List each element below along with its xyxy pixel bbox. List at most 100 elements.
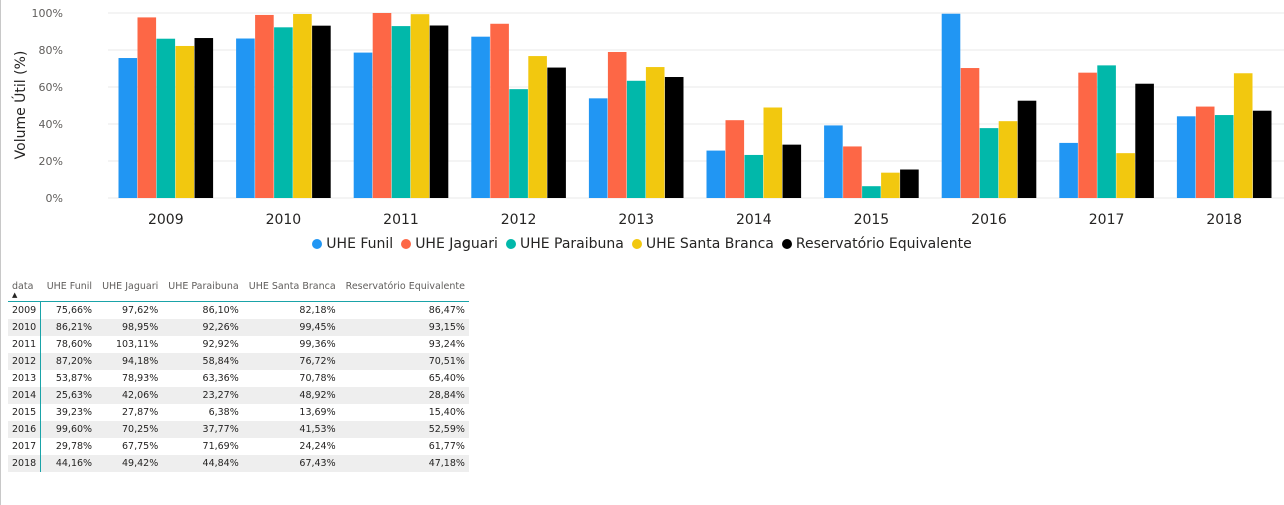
column-header[interactable]: data ▲ bbox=[8, 281, 41, 302]
bar-2015-uhe-funil[interactable] bbox=[824, 125, 843, 198]
column-header[interactable]: UHE Funil bbox=[40, 281, 97, 302]
legend-label: UHE Funil bbox=[326, 236, 394, 252]
table-cell: 2014 bbox=[8, 387, 42, 404]
y-axis-label: Volume Útil (%) bbox=[11, 51, 29, 160]
x-axis-ticks: 2009 2010 2011 2012 2013 2014 2015 2016 2017 2018 bbox=[148, 212, 1242, 228]
bar-2014-uhe-jaguari[interactable] bbox=[725, 120, 745, 198]
bar-2015-uhe-paraibuna[interactable] bbox=[862, 186, 881, 198]
bar-2010-reservat-rio-equivalente[interactable] bbox=[312, 25, 331, 198]
bar-2012-uhe-santa-branca[interactable] bbox=[528, 56, 547, 199]
bar-2018-uhe-funil[interactable] bbox=[1176, 116, 1196, 198]
table-cell: 78,93% bbox=[122, 373, 159, 384]
y-tick-label: 80% bbox=[39, 44, 63, 57]
table-cell: 29,78% bbox=[55, 441, 93, 452]
column-header-label: UHE Funil bbox=[46, 281, 93, 292]
legend-item[interactable]: UHE Jaguari bbox=[401, 236, 498, 252]
bar-2009-uhe-paraibuna[interactable] bbox=[156, 38, 176, 199]
bar-2014-uhe-paraibuna[interactable] bbox=[744, 154, 764, 198]
table-cell: 70,25% bbox=[96, 421, 163, 438]
table-cell: 13,69% bbox=[299, 407, 336, 418]
table-cell: 87,20% bbox=[40, 353, 97, 370]
bar-2017-uhe-paraibuna[interactable] bbox=[1097, 65, 1116, 198]
bar-2016-uhe-paraibuna[interactable] bbox=[979, 128, 999, 198]
bar-2018-reservat-rio-equivalente[interactable] bbox=[1252, 110, 1272, 198]
column-header-label: UHE Jaguari bbox=[102, 281, 159, 292]
bar-2015-uhe-santa-branca[interactable] bbox=[881, 172, 900, 198]
column-header[interactable]: UHE Paraibuna bbox=[162, 281, 243, 302]
bar-2016-uhe-santa-branca[interactable] bbox=[998, 121, 1018, 198]
bar-2009-uhe-funil[interactable] bbox=[118, 58, 138, 199]
bar-2014-uhe-santa-branca[interactable] bbox=[763, 107, 783, 198]
table-cell: 27,87% bbox=[122, 407, 159, 418]
column-header[interactable]: UHE Jaguari bbox=[96, 281, 163, 302]
bar-2016-uhe-jaguari[interactable] bbox=[960, 68, 980, 198]
table-cell: 53,87% bbox=[55, 373, 93, 384]
bar-2010-uhe-santa-branca[interactable] bbox=[293, 14, 312, 198]
bar-2011-uhe-funil[interactable] bbox=[353, 52, 373, 199]
legend-item[interactable]: UHE Paraibuna bbox=[505, 236, 624, 252]
bar-2013-reservat-rio-equivalente[interactable] bbox=[664, 77, 684, 198]
bar-2017-uhe-santa-branca[interactable] bbox=[1116, 153, 1135, 198]
legend-item[interactable]: UHE Santa Branca bbox=[631, 236, 774, 252]
table-header-row: data ▲ UHE Funil UHE Jaguari UHE Paraibuna UH… bbox=[8, 281, 469, 302]
table-cell: 92,26% bbox=[162, 319, 243, 336]
bar-2018-uhe-paraibuna[interactable] bbox=[1214, 115, 1234, 198]
table-cell: 49,42% bbox=[96, 455, 163, 472]
table-cell: 76,72% bbox=[242, 353, 340, 370]
table-cell: 86,10% bbox=[202, 305, 239, 316]
table-cell: 93,24% bbox=[428, 339, 465, 350]
bar-2016-reservat-rio-equivalente[interactable] bbox=[1017, 100, 1037, 198]
bar-2011-uhe-santa-branca[interactable] bbox=[410, 14, 430, 198]
bar-2013-uhe-funil[interactable] bbox=[588, 98, 608, 198]
bar-2015-uhe-jaguari[interactable] bbox=[843, 146, 862, 198]
table-cell: 41,53% bbox=[242, 421, 340, 438]
bar-2011-reservat-rio-equivalente[interactable] bbox=[429, 25, 449, 199]
legend-label: UHE Santa Branca bbox=[645, 236, 774, 252]
x-tick-label: 2010 bbox=[266, 212, 302, 228]
bar-2012-reservat-rio-equivalente[interactable] bbox=[547, 67, 566, 198]
legend-item[interactable]: UHE Funil bbox=[312, 236, 393, 252]
bar-2011-uhe-jaguari[interactable] bbox=[372, 13, 392, 198]
table-cell: 2017 bbox=[8, 438, 42, 455]
table-row: 2018 44,16% 49,42% 44,84% 67,43% 47,18% bbox=[8, 455, 469, 472]
bar-2010-uhe-paraibuna[interactable] bbox=[274, 27, 293, 198]
column-header[interactable]: UHE Santa Branca bbox=[242, 281, 340, 302]
bar-2012-uhe-paraibuna[interactable] bbox=[509, 89, 528, 198]
table-cell: 2011 bbox=[8, 336, 42, 353]
bar-2010-uhe-jaguari[interactable] bbox=[255, 14, 274, 198]
sort-ascending-icon[interactable]: ▲ bbox=[12, 291, 18, 299]
bar-2009-uhe-santa-branca[interactable] bbox=[175, 45, 195, 199]
table-cell: 97,62% bbox=[122, 305, 159, 316]
bar-2014-reservat-rio-equivalente[interactable] bbox=[782, 144, 802, 198]
bar-2012-uhe-funil[interactable] bbox=[471, 36, 490, 199]
bar-2009-reservat-rio-equivalente[interactable] bbox=[194, 38, 214, 198]
y-tick-label: 100% bbox=[32, 7, 63, 20]
legend-item[interactable]: Reservatório Equivalente bbox=[781, 236, 972, 252]
table-cell: 94,18% bbox=[96, 353, 163, 370]
x-tick-label: 2018 bbox=[1206, 212, 1242, 228]
legend-marker bbox=[781, 239, 792, 249]
bar-2016-uhe-funil[interactable] bbox=[941, 13, 961, 198]
table-cell: 99,45% bbox=[242, 319, 340, 336]
column-header-label: data bbox=[12, 281, 34, 292]
bar-2010-uhe-funil[interactable] bbox=[236, 38, 255, 198]
table-row: 2016 99,60% 70,25% 37,77% 41,53% 52,59% bbox=[8, 421, 469, 438]
bar-2017-uhe-jaguari[interactable] bbox=[1078, 72, 1097, 198]
bar-2012-uhe-jaguari[interactable] bbox=[490, 23, 509, 199]
table-cell: 44,84% bbox=[162, 455, 243, 472]
table-row: 2010 86,21% 98,95% 92,26% 99,45% 93,15% bbox=[8, 319, 469, 336]
table-cell: 82,18% bbox=[299, 305, 336, 316]
bar-2013-uhe-santa-branca[interactable] bbox=[645, 67, 665, 198]
bar-2015-reservat-rio-equivalente[interactable] bbox=[900, 169, 919, 198]
bar-2014-uhe-funil[interactable] bbox=[706, 150, 726, 198]
bar-2013-uhe-paraibuna[interactable] bbox=[626, 80, 646, 198]
bar-2009-uhe-jaguari[interactable] bbox=[137, 17, 157, 198]
bar-2017-uhe-funil[interactable] bbox=[1059, 142, 1078, 198]
bar-2018-uhe-jaguari[interactable] bbox=[1195, 106, 1215, 198]
table-cell: 25,63% bbox=[40, 387, 97, 404]
bar-2011-uhe-paraibuna[interactable] bbox=[391, 26, 411, 199]
column-header[interactable]: Reservatório Equivalente bbox=[339, 281, 469, 302]
bar-2018-uhe-santa-branca[interactable] bbox=[1233, 73, 1253, 198]
bar-2017-reservat-rio-equivalente[interactable] bbox=[1135, 83, 1154, 198]
bar-2013-uhe-jaguari[interactable] bbox=[607, 51, 627, 199]
